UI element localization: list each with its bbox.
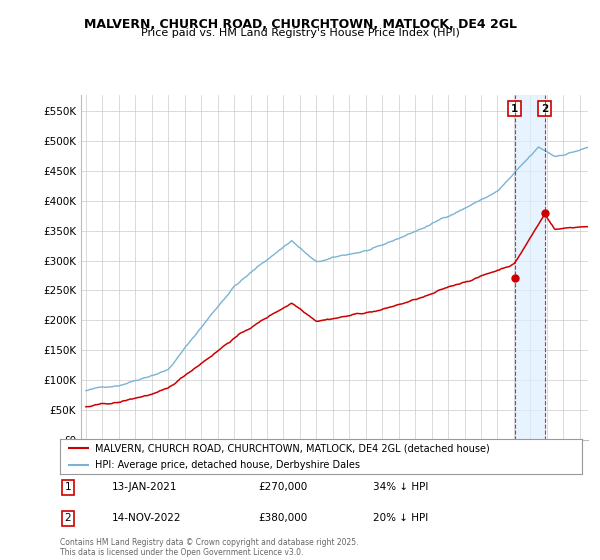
Text: Price paid vs. HM Land Registry's House Price Index (HPI): Price paid vs. HM Land Registry's House … (140, 28, 460, 38)
Text: 1: 1 (65, 482, 71, 492)
Text: 2: 2 (541, 104, 548, 114)
Text: HPI: Average price, detached house, Derbyshire Dales: HPI: Average price, detached house, Derb… (95, 460, 361, 470)
Text: MALVERN, CHURCH ROAD, CHURCHTOWN, MATLOCK, DE4 2GL: MALVERN, CHURCH ROAD, CHURCHTOWN, MATLOC… (83, 18, 517, 31)
Text: 34% ↓ HPI: 34% ↓ HPI (373, 482, 428, 492)
Bar (515, 95, 545, 440)
Text: £270,000: £270,000 (259, 482, 308, 492)
Text: 1: 1 (511, 104, 518, 114)
Text: 14-NOV-2022: 14-NOV-2022 (112, 514, 182, 524)
Text: Contains HM Land Registry data © Crown copyright and database right 2025.
This d: Contains HM Land Registry data © Crown c… (60, 538, 359, 557)
Text: 2: 2 (65, 514, 71, 524)
Text: £380,000: £380,000 (259, 514, 308, 524)
Text: 13-JAN-2021: 13-JAN-2021 (112, 482, 178, 492)
Text: 20% ↓ HPI: 20% ↓ HPI (373, 514, 428, 524)
Text: MALVERN, CHURCH ROAD, CHURCHTOWN, MATLOCK, DE4 2GL (detached house): MALVERN, CHURCH ROAD, CHURCHTOWN, MATLOC… (95, 443, 490, 453)
